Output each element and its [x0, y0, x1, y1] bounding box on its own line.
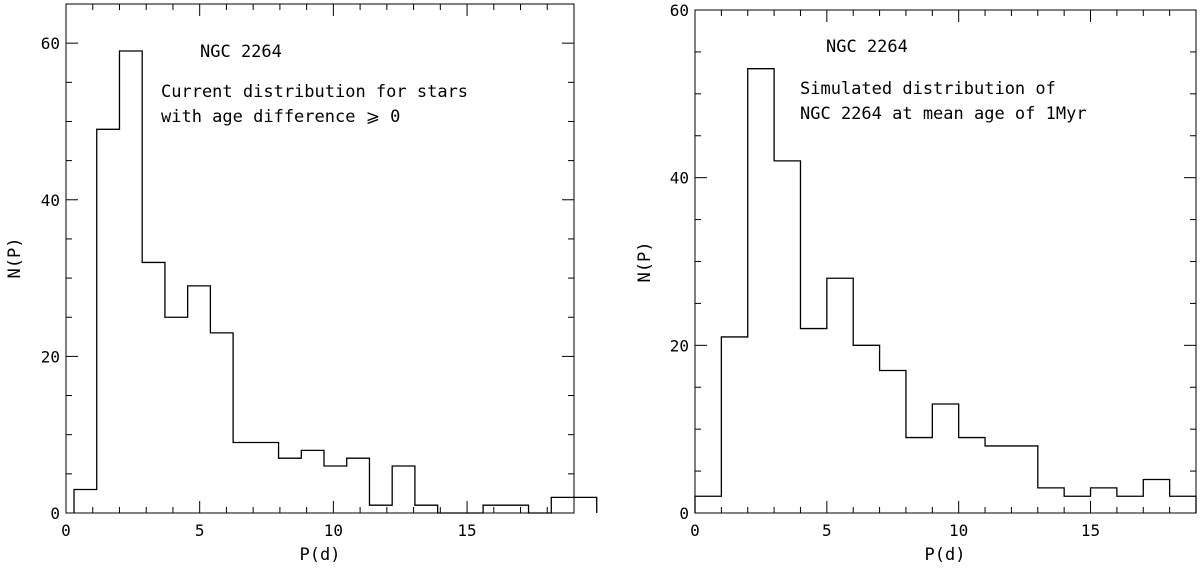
x-tick-label: 5: [195, 521, 205, 540]
x-tick-label: 0: [61, 521, 71, 540]
left-histogram-steps: [73, 50, 598, 514]
left-annotation-title: NGC 2264: [200, 42, 282, 62]
x-tick-label: 15: [1081, 521, 1100, 540]
left-axis-ticks: [65, 3, 575, 514]
left-annotation-line1: Current distribution for stars: [161, 82, 468, 102]
right-tick-labels: 0 5 10 15 0 20 40 60: [670, 1, 1100, 540]
x-tick-label: 0: [690, 521, 700, 540]
x-tick-label: 10: [949, 521, 968, 540]
left-histogram-panel: 0 5 10 15 0 20 40 60 P(d) N(P) NGC 2264 Current…: [5, 3, 598, 565]
y-tick-label: 60: [670, 1, 689, 20]
right-x-axis-label: P(d): [925, 545, 966, 565]
left-x-axis-label: P(d): [300, 545, 341, 565]
right-y-axis-label: N(P): [635, 242, 655, 283]
left-y-axis-label: N(P): [5, 238, 25, 279]
y-tick-label: 0: [50, 504, 60, 523]
left-annotation-line2: with age difference ⩾ 0: [161, 107, 400, 127]
x-tick-label: 5: [822, 521, 832, 540]
y-tick-label: 60: [41, 34, 60, 53]
right-histogram-steps: [694, 68, 1197, 513]
y-tick-label: 0: [679, 504, 689, 523]
x-tick-label: 15: [457, 521, 476, 540]
y-tick-label: 20: [41, 347, 60, 366]
y-tick-label: 40: [670, 169, 689, 188]
right-annotation-title: NGC 2264: [826, 37, 908, 57]
right-annotation-line1: Simulated distribution of: [800, 79, 1056, 99]
y-tick-label: 40: [41, 191, 60, 210]
right-annotation-line2: NGC 2264 at mean age of 1Myr: [800, 104, 1087, 124]
y-tick-label: 20: [670, 336, 689, 355]
x-tick-label: 10: [324, 521, 343, 540]
left-tick-labels: 0 5 10 15 0 20 40 60: [41, 34, 477, 540]
left-plot-frame: [65, 3, 575, 514]
right-histogram-panel: 0 5 10 15 0 20 40 60 P(d) N(P) NGC 2264 Simulat…: [635, 1, 1197, 565]
